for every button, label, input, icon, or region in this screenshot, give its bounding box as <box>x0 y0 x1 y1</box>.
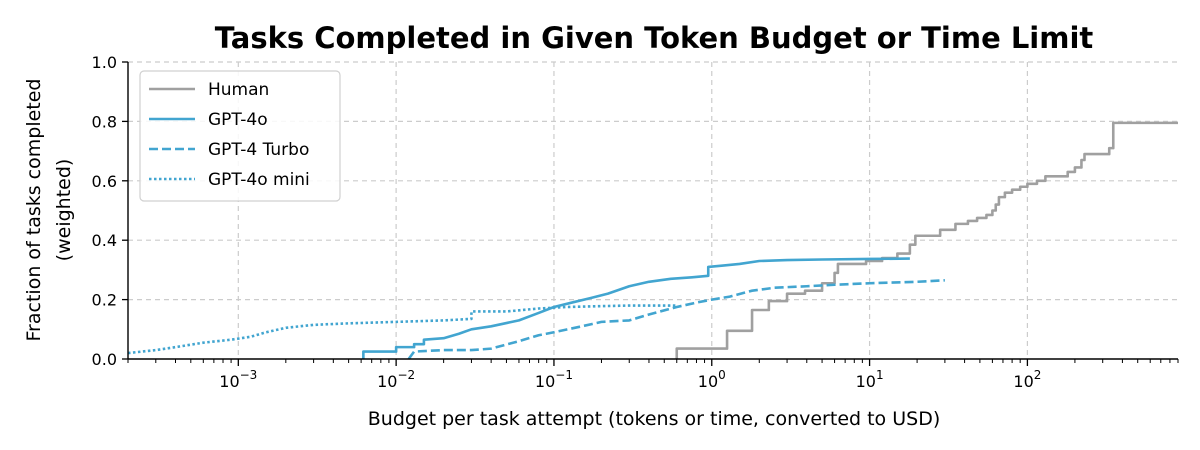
x-tick-label-exp: −3 <box>240 368 258 382</box>
y-tick-label: 0.8 <box>92 112 117 131</box>
y-ticks: 0.0 0.2 0.4 0.6 0.8 1.0 <box>92 53 128 369</box>
series-layer <box>127 121 1178 360</box>
x-tick-label-base: 10 <box>698 372 718 391</box>
y-tick-label: 0.4 <box>92 231 117 250</box>
legend-label: GPT-4 Turbo <box>208 140 309 160</box>
x-tick-label-base: 10 <box>377 372 397 391</box>
legend-label: GPT-4o <box>208 110 268 130</box>
y-tick-label: 0.0 <box>92 350 117 369</box>
y-axis-label: Fraction of tasks completed (weighted) <box>23 79 75 342</box>
x-tick-label: 10−1 <box>535 368 573 391</box>
x-tick-label-exp: −1 <box>555 368 573 382</box>
y-tick-label: 0.2 <box>92 291 117 310</box>
x-axis-label: Budget per task attempt (tokens or time,… <box>368 408 941 430</box>
x-tick-label-exp: 2 <box>1034 368 1042 382</box>
x-tick-label-base: 10 <box>1013 372 1033 391</box>
x-tick-label-exp: −2 <box>397 368 415 382</box>
x-ticks: 10−3 10−2 10−1 100 101 102 <box>127 359 1179 391</box>
legend-label: GPT-4o mini <box>208 170 310 190</box>
x-tick-label-base: 10 <box>535 372 555 391</box>
chart-title: Tasks Completed in Given Token Budget or… <box>215 21 1094 55</box>
legend: Human GPT-4o GPT-4 Turbo GPT-4o mini <box>139 70 341 202</box>
series-line-gpt-4o-mini <box>127 304 677 355</box>
y-tick-label: 0.6 <box>92 172 117 191</box>
y-axis-label-line2: (weighted) <box>53 159 75 262</box>
series-line-human <box>675 121 1178 359</box>
x-tick-label: 10−2 <box>377 368 415 391</box>
x-tick-label-base: 10 <box>219 372 239 391</box>
x-tick-label-exp: 1 <box>876 368 884 382</box>
x-tick-label: 10−3 <box>219 368 257 391</box>
x-tick-label-base: 10 <box>856 372 876 391</box>
y-axis-label-line1: Fraction of tasks completed <box>23 79 45 342</box>
x-tick-label: 102 <box>1013 368 1041 391</box>
x-tick-label: 100 <box>698 368 726 391</box>
legend-label: Human <box>208 80 269 100</box>
legend-box <box>139 70 341 202</box>
x-tick-label: 101 <box>856 368 884 391</box>
series-line-gpt-4-turbo <box>407 279 945 360</box>
x-tick-label-exp: 0 <box>718 368 726 382</box>
series-line-gpt-4o <box>362 257 910 359</box>
y-tick-label: 1.0 <box>92 53 117 72</box>
